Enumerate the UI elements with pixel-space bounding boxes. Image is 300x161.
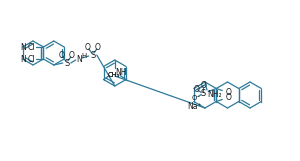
Text: O: O [69,51,75,60]
Text: NH₂: NH₂ [208,90,222,99]
Text: O⁻: O⁻ [192,95,201,100]
Text: O: O [225,93,231,102]
Text: CH₃: CH₃ [108,71,120,77]
Text: S: S [201,89,206,98]
Text: N: N [21,55,26,63]
Text: Cl: Cl [28,55,35,63]
Text: NH: NH [115,67,127,76]
Text: Cl: Cl [28,43,35,52]
Text: S: S [90,51,95,60]
Text: S: S [64,58,69,67]
Text: H: H [81,53,86,59]
Text: O: O [200,81,206,90]
Text: O: O [95,43,101,52]
Text: Na⁺: Na⁺ [187,102,202,111]
Text: N: N [76,55,82,63]
Text: CH₃: CH₃ [107,71,120,77]
Text: O: O [225,88,231,97]
Text: O: O [59,51,65,60]
Text: O: O [85,43,91,52]
Text: N: N [21,43,26,52]
Text: O: O [193,85,199,94]
